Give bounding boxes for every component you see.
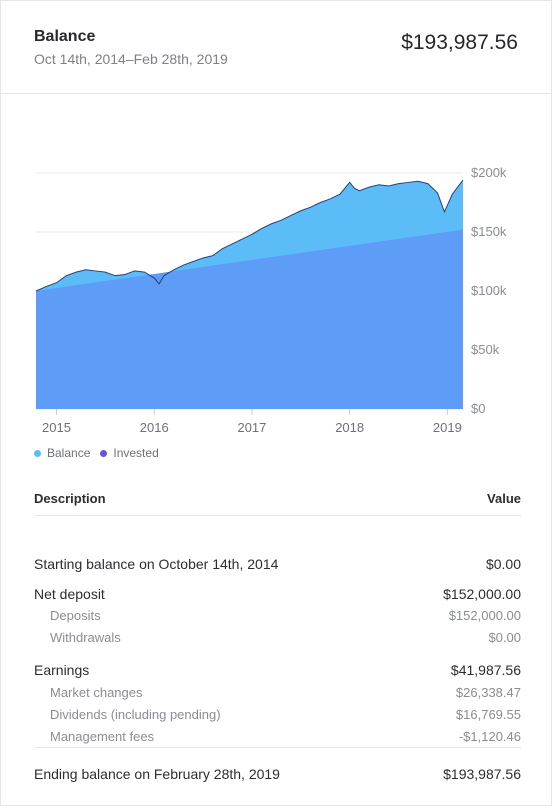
- balance-breakdown-table: Description Value Starting balance on Oc…: [34, 491, 521, 744]
- table-row: Deposits $152,000.00: [34, 608, 521, 623]
- x-tick-label: 2016: [140, 420, 169, 435]
- balance-chart: $0 $50k $100k $150k $200k 2015 2016 2017 2018 201…: [35, 165, 507, 435]
- row-value: $0.00: [485, 556, 521, 572]
- card-title: Balance: [34, 28, 96, 45]
- x-tick-label: 2017: [237, 420, 266, 435]
- legend-balance: Balance: [34, 446, 90, 460]
- table-row: Market changes $26,338.47: [34, 685, 521, 700]
- table-header: Description Value: [34, 491, 521, 513]
- legend-invested: Invested: [100, 446, 159, 460]
- header-value: Value: [487, 491, 521, 506]
- y-tick-label: $100k: [471, 283, 507, 298]
- row-label: Management fees: [50, 729, 155, 744]
- table-row: Earnings $41,987.56: [34, 662, 521, 678]
- row-label: Starting balance on October 14th, 2014: [34, 556, 279, 572]
- ending-divider: [34, 747, 521, 748]
- y-tick-label: $50k: [471, 342, 500, 357]
- header-divider: [34, 515, 521, 516]
- balance-line: [35, 179, 464, 292]
- total-balance: $193,987.56: [401, 31, 518, 54]
- table-row: Starting balance on October 14th, 2014 $0…: [34, 556, 521, 572]
- header-description: Description: [34, 491, 106, 506]
- table-row: Dividends (including pending) $16,769.55: [34, 707, 521, 722]
- y-tick-label: $150k: [471, 224, 507, 239]
- table-row: Withdrawals $0.00: [34, 630, 521, 645]
- row-label: Dividends (including pending): [50, 707, 221, 722]
- y-tick-label: $0: [471, 401, 485, 416]
- chart-legend: Balance Invested: [34, 446, 159, 460]
- row-label: Net deposit: [34, 586, 105, 602]
- row-value: $152,000.00: [448, 608, 521, 623]
- ending-balance-label: Ending balance on February 28th, 2019: [34, 766, 280, 782]
- row-value: $41,987.56: [450, 662, 521, 678]
- y-tick-label: $200k: [471, 165, 507, 180]
- x-tick-label: 2015: [42, 420, 71, 435]
- ending-balance-row: Ending balance on February 28th, 2019 $1…: [34, 766, 521, 782]
- legend-balance-label: Balance: [47, 446, 91, 460]
- legend-invested-label: Invested: [113, 446, 159, 460]
- row-value: $152,000.00: [443, 586, 521, 602]
- row-value: $26,338.47: [455, 685, 521, 700]
- ending-balance-value: $193,987.56: [443, 766, 521, 782]
- date-range: Oct 14th, 2014–Feb 28th, 2019: [34, 51, 228, 67]
- invested-area: [36, 229, 463, 409]
- row-value: $0.00: [488, 630, 521, 645]
- x-tick-label: 2019: [433, 420, 462, 435]
- card-header: Balance Oct 14th, 2014–Feb 28th, 2019 $1…: [1, 1, 551, 94]
- row-label: Withdrawals: [50, 630, 121, 645]
- row-label: Earnings: [34, 662, 90, 678]
- x-tick-label: 2018: [335, 420, 364, 435]
- table-row: Net deposit $152,000.00: [34, 586, 521, 602]
- table-row: Management fees -$1,120.46: [34, 729, 521, 744]
- row-label: Deposits: [50, 608, 101, 623]
- row-value: -$1,120.46: [458, 729, 521, 744]
- row-value: $16,769.55: [455, 707, 521, 722]
- legend-balance-dot: [34, 449, 41, 457]
- row-label: Market changes: [50, 685, 143, 700]
- legend-invested-dot: [100, 449, 108, 457]
